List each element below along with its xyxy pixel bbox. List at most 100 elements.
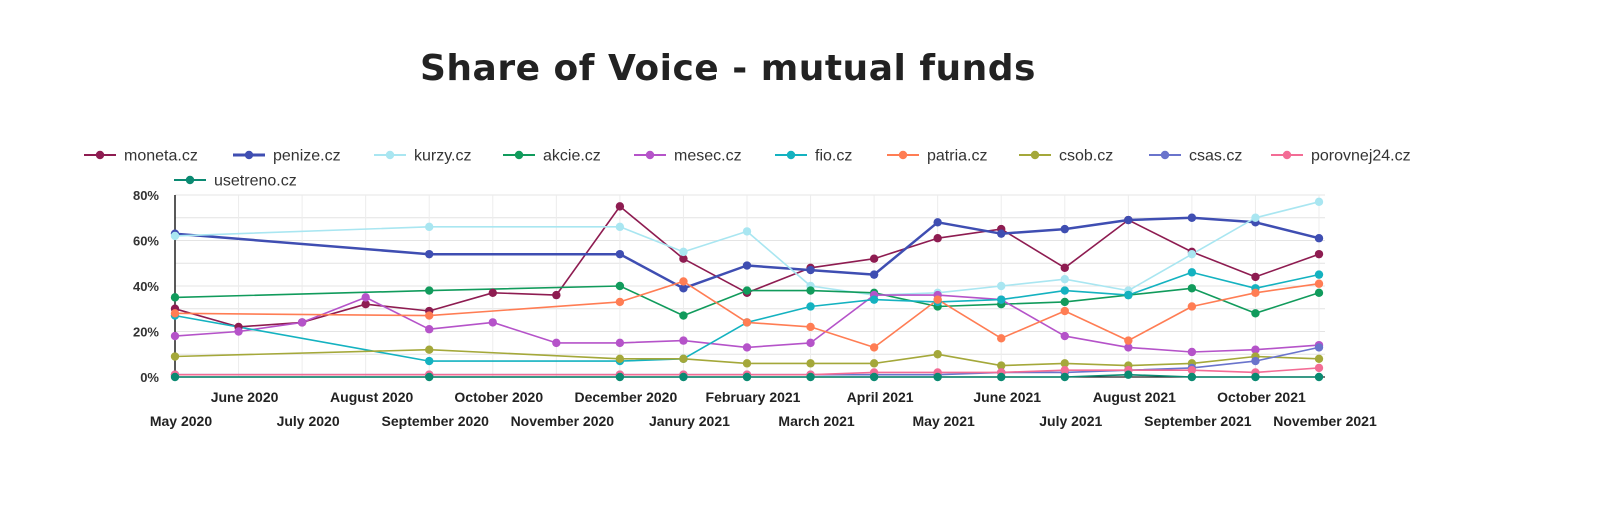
data-point <box>615 372 625 382</box>
data-point <box>1251 288 1260 298</box>
data-point <box>552 338 561 348</box>
data-point <box>997 295 1006 304</box>
data-point <box>1187 249 1197 259</box>
data-point <box>742 318 752 327</box>
legend-marker <box>244 150 254 160</box>
series-line <box>174 216 1320 290</box>
data-point <box>1124 215 1133 225</box>
y-axis-ticks: 0% 20% 40% 60% 80% <box>133 188 159 385</box>
x-tick-label: May 2021 <box>913 413 975 429</box>
data-point <box>806 338 815 348</box>
data-point <box>1187 284 1197 293</box>
data-point <box>1060 331 1069 341</box>
data-point <box>1187 302 1197 311</box>
data-point <box>1124 290 1133 300</box>
data-point <box>170 309 180 318</box>
data-point <box>1314 249 1324 259</box>
data-point <box>170 231 180 241</box>
data-point <box>1187 347 1197 357</box>
chart-title: Share of Voice - mutual funds <box>420 48 1036 89</box>
data-point <box>869 295 879 304</box>
series-points <box>170 197 1324 382</box>
data-point <box>806 286 815 295</box>
data-point <box>742 286 752 295</box>
legend-item: kurzy.cz <box>374 148 471 165</box>
legend-marker <box>95 150 105 160</box>
legend-label: akcie.cz <box>543 148 601 165</box>
data-point <box>679 311 688 320</box>
data-point <box>1124 370 1133 379</box>
data-point <box>933 295 942 304</box>
data-point <box>1314 372 1324 382</box>
data-point <box>1314 279 1324 288</box>
data-point <box>488 288 497 298</box>
data-point <box>869 254 879 263</box>
legend-marker <box>185 175 195 185</box>
legend-label: usetreno.cz <box>214 173 297 190</box>
data-point <box>425 325 434 334</box>
data-point <box>742 227 752 236</box>
data-point <box>1187 268 1197 277</box>
data-point <box>1124 336 1133 345</box>
x-tick-label: October 2020 <box>454 389 543 405</box>
data-point <box>933 234 942 243</box>
legend-marker <box>786 150 796 160</box>
data-point <box>679 372 688 382</box>
series-line <box>174 280 1320 349</box>
data-point <box>425 286 434 295</box>
data-point <box>933 218 942 227</box>
data-point <box>1060 306 1069 316</box>
data-point <box>488 318 497 327</box>
data-point <box>361 293 370 302</box>
legend-marker <box>645 150 655 160</box>
data-point <box>1314 363 1324 373</box>
data-point <box>425 372 434 382</box>
y-tick-label: 80% <box>133 188 159 203</box>
data-point <box>615 338 625 348</box>
data-point <box>869 270 879 279</box>
x-tick-label: October 2021 <box>1217 389 1306 405</box>
series-line <box>175 373 1319 378</box>
data-point <box>1060 365 1069 375</box>
data-point <box>1060 359 1069 368</box>
data-point <box>1060 286 1069 295</box>
y-tick-label: 60% <box>133 234 159 249</box>
legend-marker <box>1160 150 1170 160</box>
y-tick-label: 40% <box>133 279 159 294</box>
legend-label: porovnej24.cz <box>1311 148 1411 165</box>
legend-label: moneta.cz <box>124 148 198 165</box>
x-axis-ticks: May 2020 June 2020 July 2020 August 2020 Sep… <box>150 389 1377 429</box>
data-point <box>1251 372 1260 382</box>
data-point <box>425 249 434 259</box>
data-point <box>806 372 815 382</box>
legend-marker <box>385 150 395 160</box>
legend-label: patria.cz <box>927 148 987 165</box>
x-tick-label: July 2020 <box>277 413 340 429</box>
x-tick-label: May 2020 <box>150 413 212 429</box>
series-line <box>174 348 1320 367</box>
data-point <box>615 281 625 291</box>
x-tick-label: February 2021 <box>706 389 801 405</box>
data-point <box>1251 356 1260 366</box>
data-point <box>997 281 1006 291</box>
legend-marker <box>514 150 524 160</box>
x-tick-label: August 2021 <box>1093 389 1176 405</box>
data-point <box>679 247 688 257</box>
data-point <box>170 352 180 361</box>
legend-marker <box>1282 150 1292 160</box>
data-point <box>1187 365 1197 375</box>
data-point <box>679 277 688 286</box>
data-point <box>615 297 625 307</box>
data-point <box>742 261 752 270</box>
data-point <box>615 202 625 211</box>
x-tick-label: September 2020 <box>382 413 490 429</box>
data-point <box>1060 224 1069 234</box>
data-point <box>997 361 1006 370</box>
data-point <box>234 327 243 336</box>
data-point <box>869 343 879 352</box>
data-point <box>679 354 688 363</box>
data-point <box>425 356 434 366</box>
data-point <box>170 293 180 302</box>
x-tick-label: March 2021 <box>778 413 854 429</box>
